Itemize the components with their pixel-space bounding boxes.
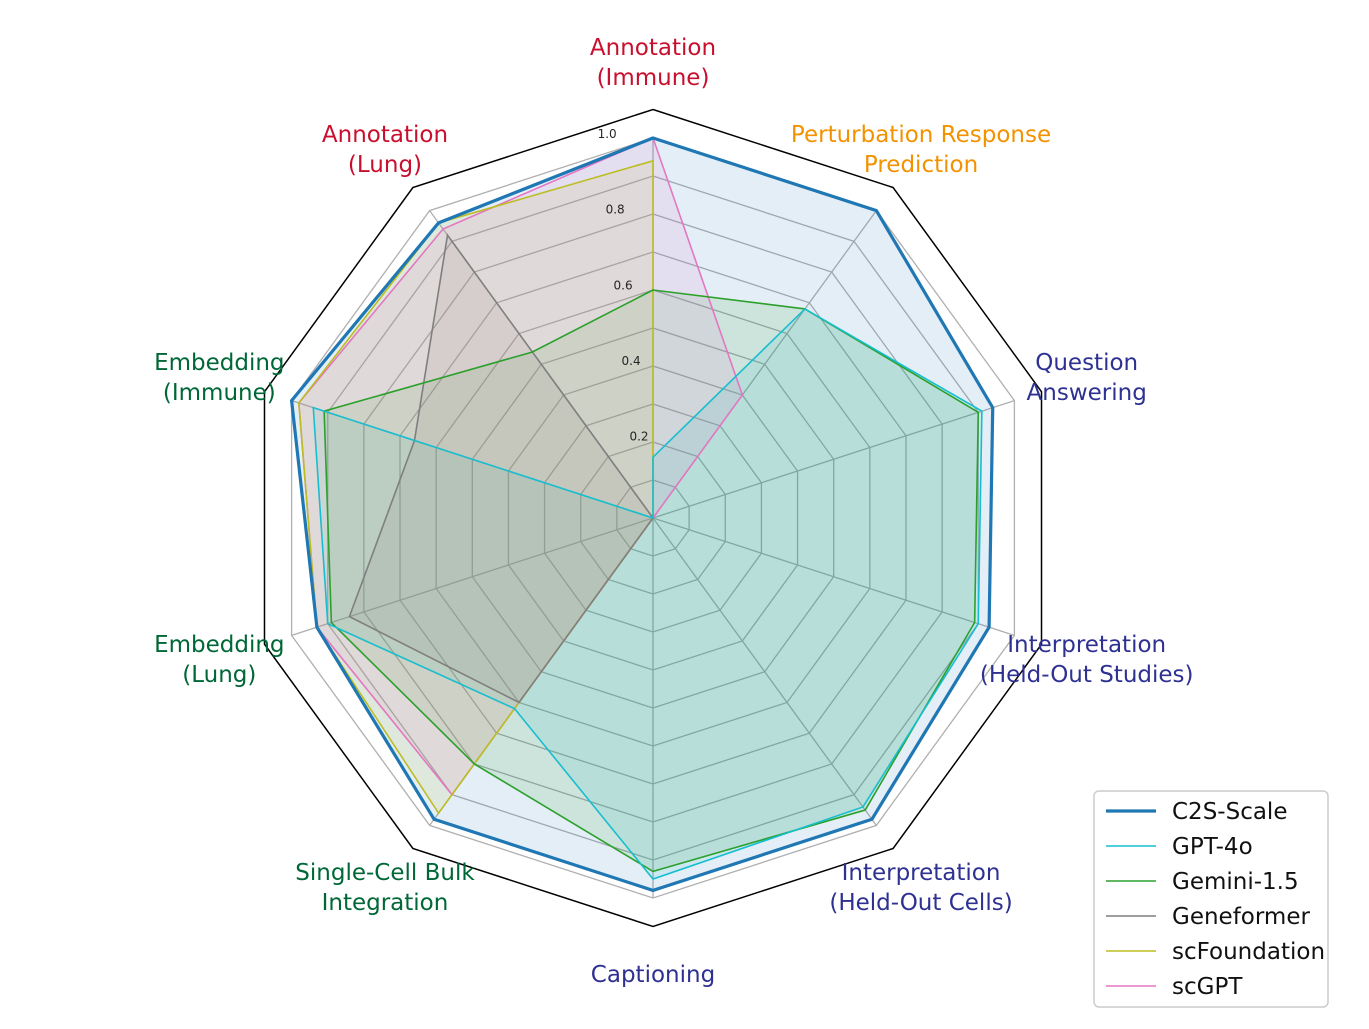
series-layer (289, 136, 995, 893)
axis-label: Prediction (864, 152, 978, 178)
series-area-2 (324, 290, 979, 872)
series-area-5 (298, 138, 743, 795)
grid-spoke (291, 517, 654, 637)
axis-label: Embedding (154, 350, 284, 376)
axis-label: Integration (322, 890, 449, 916)
legend-label: GPT-4o (1172, 834, 1253, 860)
r-tick-label: 0.4 (622, 354, 641, 368)
r-tick-label: 0.2 (629, 429, 648, 443)
r-tick-label: 0.8 (606, 203, 625, 217)
axis-label: (Lung) (182, 662, 256, 688)
legend-label: C2S-Scale (1172, 799, 1287, 825)
grid-spoke (652, 517, 877, 826)
series-line-5 (298, 136, 744, 796)
r-tick-label: 1.0 (598, 127, 617, 141)
legend-box (1093, 790, 1329, 1008)
axis-label: Embedding (154, 632, 284, 658)
axis-label: Annotation (590, 35, 716, 61)
axis-label: (Immune) (597, 65, 710, 91)
legend-label: scGPT (1172, 974, 1243, 1000)
axis-label: Annotation (322, 122, 448, 148)
legend-label: Gemini-1.5 (1172, 869, 1299, 895)
axis-label: (Held-Out Cells) (829, 890, 1012, 916)
legend: C2S-Scale GPT-4o Gemini-1.5 Geneformer scFou… (1093, 790, 1329, 1008)
axis-label: Captioning (591, 962, 715, 988)
axis-label: Interpretation (1007, 632, 1166, 658)
r-tick-label: 0.6 (614, 278, 633, 292)
series-line-3 (348, 233, 654, 704)
grid-spoke (652, 517, 1015, 637)
series-line-0 (289, 136, 995, 893)
series-area-1 (313, 308, 982, 879)
axis-label: (Lung) (348, 152, 422, 178)
legend-label: scFoundation (1172, 939, 1325, 965)
series-line-2 (323, 289, 980, 873)
axis-label: Interpretation (842, 860, 1001, 886)
legend-label: Geneformer (1172, 904, 1310, 930)
axis-label: (Immune) (163, 380, 276, 406)
axis-label: Perturbation Response (791, 122, 1051, 148)
axis-label: Single-Cell Bulk (295, 860, 475, 886)
axis-label: Question (1035, 350, 1138, 376)
series-line-1 (312, 307, 983, 880)
tick-layer: 0.2 0.4 0.6 0.8 1.0 (598, 127, 649, 443)
axis-label-layer: Annotation (Immune) Perturbation Response P… (154, 35, 1193, 988)
axis-label: Answering (1027, 380, 1147, 406)
axis-label: (Held-Out Studies) (980, 662, 1194, 688)
plot-frame (263, 108, 1043, 928)
grid-spoke (652, 399, 1015, 519)
